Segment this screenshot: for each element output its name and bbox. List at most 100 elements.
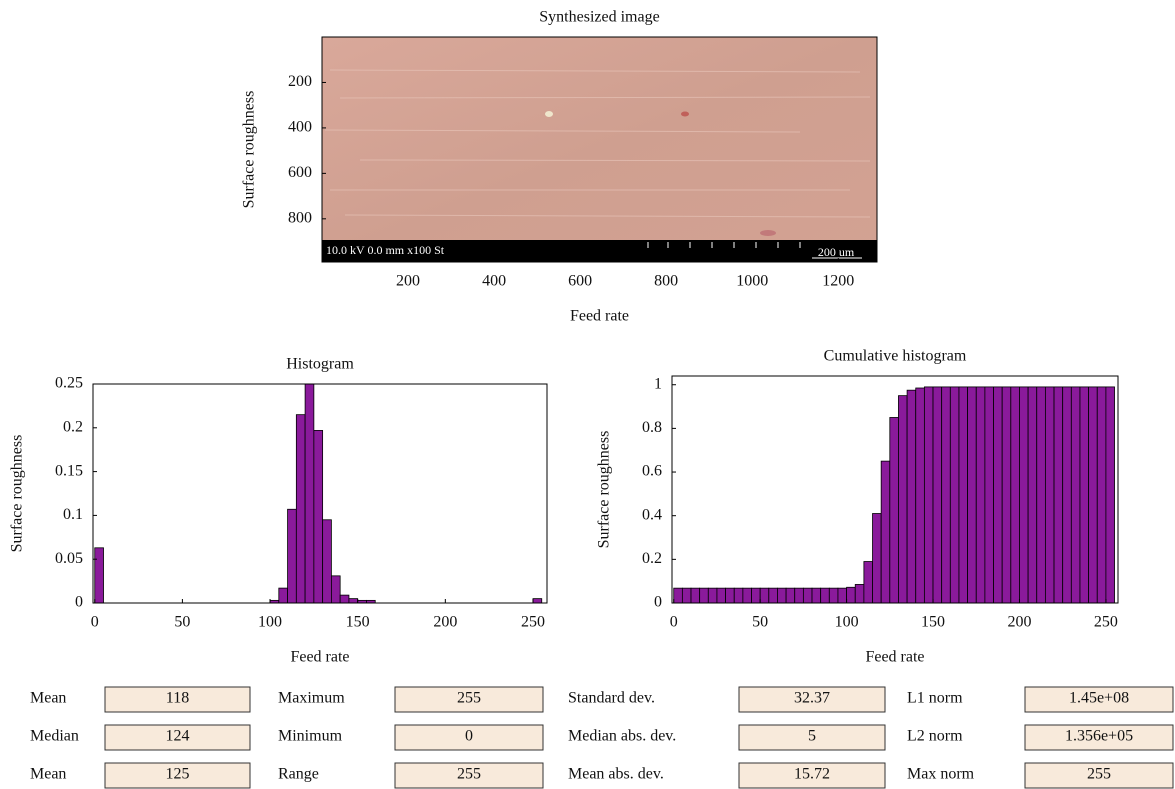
bar bbox=[984, 386, 994, 604]
x-tick-label: 200 bbox=[1007, 614, 1031, 631]
bar bbox=[1053, 386, 1064, 604]
bar bbox=[898, 395, 908, 604]
plot-frame bbox=[671, 375, 1119, 604]
stat-value: 32.37 bbox=[794, 690, 830, 707]
bar bbox=[811, 587, 822, 604]
bar bbox=[949, 386, 960, 604]
x-tick-label: 200 bbox=[396, 273, 420, 290]
y-tick-label: 0.05 bbox=[55, 550, 83, 567]
bar bbox=[322, 519, 332, 604]
stat-value: 0 bbox=[465, 728, 473, 745]
stat-label: Range bbox=[278, 766, 319, 783]
bar bbox=[932, 386, 943, 604]
stat-label: Mean bbox=[30, 690, 66, 707]
bar bbox=[699, 587, 709, 604]
image-frame bbox=[321, 36, 878, 263]
image-info: 10.0 kV 0.0 mm x100 St bbox=[326, 243, 445, 257]
stat-box bbox=[104, 724, 251, 751]
x-tick-label: 0 bbox=[670, 614, 678, 631]
x-tick-label: 1200 bbox=[822, 273, 854, 290]
bar bbox=[725, 587, 735, 604]
x-axis-label: Feed rate bbox=[570, 308, 629, 325]
bar bbox=[690, 587, 701, 604]
bar bbox=[94, 547, 104, 604]
bar bbox=[1079, 386, 1090, 604]
y-tick-label: 0.4 bbox=[642, 506, 662, 523]
bar bbox=[863, 561, 873, 604]
bar bbox=[1070, 386, 1081, 604]
bar bbox=[278, 587, 288, 604]
y-tick-label: 800 bbox=[288, 209, 312, 226]
y-tick-label: 0.2 bbox=[642, 550, 662, 567]
stat-label: L2 norm bbox=[907, 728, 963, 745]
bar bbox=[975, 386, 986, 604]
bar bbox=[1027, 386, 1038, 604]
chart-title: Cumulative histogram bbox=[824, 348, 967, 365]
bar bbox=[1044, 386, 1055, 604]
y-tick-label: 0 bbox=[654, 594, 662, 611]
chart-title: Histogram bbox=[286, 356, 354, 373]
bar bbox=[759, 587, 770, 604]
x-tick-label: 100 bbox=[258, 614, 282, 631]
bar bbox=[923, 386, 934, 604]
bar bbox=[733, 587, 744, 604]
bar bbox=[993, 386, 1003, 604]
stat-value: 124 bbox=[166, 728, 190, 745]
stat-box bbox=[104, 762, 251, 789]
bar bbox=[330, 575, 341, 604]
bar bbox=[716, 587, 726, 604]
x-tick-label: 0 bbox=[91, 614, 99, 631]
bar bbox=[287, 508, 297, 604]
bar bbox=[828, 587, 839, 604]
bar bbox=[1001, 386, 1012, 604]
stat-label: Median bbox=[30, 728, 79, 745]
bar bbox=[681, 587, 692, 604]
stat-box bbox=[738, 686, 886, 713]
x-tick-label: 150 bbox=[346, 614, 370, 631]
chart-title: Synthesized image bbox=[539, 9, 659, 26]
scale-label: 200 um bbox=[818, 245, 855, 259]
x-tick-label: 600 bbox=[568, 273, 592, 290]
stat-value: 5 bbox=[808, 728, 816, 745]
y-axis-label: Surface roughness bbox=[596, 431, 613, 549]
y-tick-label: 1 bbox=[654, 375, 662, 392]
stat-value: 1.356e+05 bbox=[1065, 728, 1133, 745]
y-tick-label: 0.25 bbox=[55, 375, 83, 392]
stat-box bbox=[394, 686, 544, 713]
bar bbox=[794, 587, 804, 604]
x-tick-label: 400 bbox=[482, 273, 506, 290]
bar bbox=[313, 430, 324, 604]
bar bbox=[941, 386, 951, 604]
stat-value: 255 bbox=[457, 690, 481, 707]
bar bbox=[1088, 386, 1098, 604]
x-axis-label: Feed rate bbox=[865, 649, 924, 666]
y-tick-label: 0.6 bbox=[642, 463, 662, 480]
bar bbox=[348, 598, 359, 604]
x-tick-label: 50 bbox=[752, 614, 768, 631]
bar bbox=[846, 586, 856, 604]
stat-box bbox=[1024, 724, 1174, 751]
bar bbox=[967, 386, 977, 604]
stat-box bbox=[738, 762, 886, 789]
plot-frame bbox=[92, 383, 548, 604]
bar bbox=[854, 584, 865, 604]
y-axis-label: Surface roughness bbox=[9, 435, 26, 553]
bar bbox=[751, 587, 761, 604]
stat-value: 15.72 bbox=[794, 766, 830, 783]
y-tick-label: 400 bbox=[288, 119, 312, 136]
x-tick-label: 250 bbox=[1094, 614, 1118, 631]
y-tick-label: 0.8 bbox=[642, 419, 662, 436]
bar bbox=[673, 587, 683, 604]
x-tick-label: 800 bbox=[654, 273, 678, 290]
bar bbox=[958, 386, 969, 604]
stat-label: Mean abs. dev. bbox=[568, 766, 664, 783]
bar bbox=[532, 598, 543, 604]
bar bbox=[1010, 386, 1020, 604]
stat-box bbox=[1024, 762, 1174, 789]
y-tick-label: 0.15 bbox=[55, 462, 83, 479]
stat-value: 1.45e+08 bbox=[1069, 690, 1129, 707]
bar bbox=[742, 587, 752, 604]
bar bbox=[1105, 386, 1115, 604]
stat-value: 125 bbox=[166, 766, 190, 783]
